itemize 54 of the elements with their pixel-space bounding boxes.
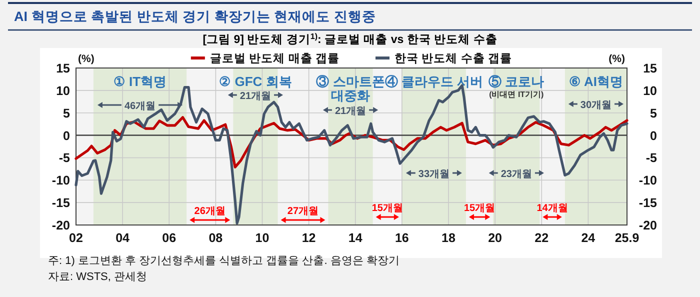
y2-tick-label: -5	[646, 151, 658, 166]
annotation: 30개월	[580, 100, 612, 111]
annotation: 27개월	[287, 206, 319, 217]
x-tick-label: 22	[534, 231, 549, 245]
x-tick-label: 24	[581, 231, 596, 245]
legend-label: 한국 반도체 수출 갭률	[394, 52, 512, 65]
y-tick-label: -20	[52, 218, 70, 232]
annotation: 26개월	[194, 206, 226, 217]
annotation: 46개월	[124, 101, 156, 112]
y-tick-label: -5	[58, 151, 70, 166]
band-label: ③ 스마트폰 대중화	[316, 74, 385, 103]
x-tick-label: 02	[69, 231, 83, 245]
text: 자료: WSTS, 관세청	[48, 271, 147, 283]
y2-tick-label: 0	[650, 128, 658, 143]
x-tick-label: 16	[394, 231, 409, 245]
annotation: 15개월	[464, 203, 496, 214]
x-tick-label: 25.9	[614, 231, 640, 245]
y2-tick-label: -20	[638, 218, 658, 232]
annotation: 21개월	[334, 106, 366, 117]
y2-tick-label: -15	[638, 196, 658, 210]
text: 주: 1) 로그변환 후 장기선형추세를 식별하고 갭률을 산출. 음영은 확장기	[48, 255, 400, 267]
chart-title: AI 혁명으로 촉발된 반도체 경기 확장기는 현재에도 진행중	[14, 9, 376, 24]
y2-tick-label: 15	[643, 62, 658, 76]
y-tick-label: 10	[56, 84, 70, 98]
y2-axis-title: (%)	[608, 53, 625, 65]
x-tick-label: 14	[348, 231, 362, 245]
legend-label: 글로벌 반도체 매출 갭률	[210, 52, 340, 65]
band-label: ⑥ AI혁명	[568, 74, 624, 89]
x-tick-label: 06	[162, 231, 176, 245]
y-tick-label: 5	[63, 106, 70, 120]
band-label: ⑤ 코로나 (비대면 IT기기)	[488, 74, 544, 99]
x-tick-label: 20	[488, 231, 502, 245]
annotation: 33개월	[418, 169, 450, 180]
annotation: 21개월	[240, 91, 272, 102]
y-tick-label: -15	[52, 196, 70, 210]
y-tick-label: 0	[63, 128, 70, 143]
annotation: 14개월	[536, 203, 568, 214]
y2-tick-label: 5	[650, 106, 658, 120]
y2-tick-label: -10	[638, 174, 658, 188]
x-tick-label: 18	[442, 231, 456, 245]
x-tick-label: 12	[302, 231, 316, 245]
chart-subtitle: [그림 9] 반도체 경기$^{1)}$: 글로벌 매출 vs 한국 반도체 수출	[202, 32, 498, 46]
band-label: ① IT혁명	[113, 74, 167, 89]
y-axis-title: (%)	[78, 53, 94, 65]
y2-tick-label: 10	[643, 84, 658, 98]
annotation: 23개월	[500, 169, 532, 180]
y-tick-label: -10	[52, 174, 70, 188]
x-tick-label: 08	[208, 231, 223, 245]
annotation: 15개월	[372, 203, 403, 214]
band-label: ② GFC 회복	[219, 74, 292, 89]
y-tick-label: 15	[56, 62, 70, 76]
x-tick-label: 04	[116, 231, 130, 245]
band-label: ④ 클라우드 서버	[384, 74, 484, 89]
x-tick-label: 10	[255, 231, 270, 245]
